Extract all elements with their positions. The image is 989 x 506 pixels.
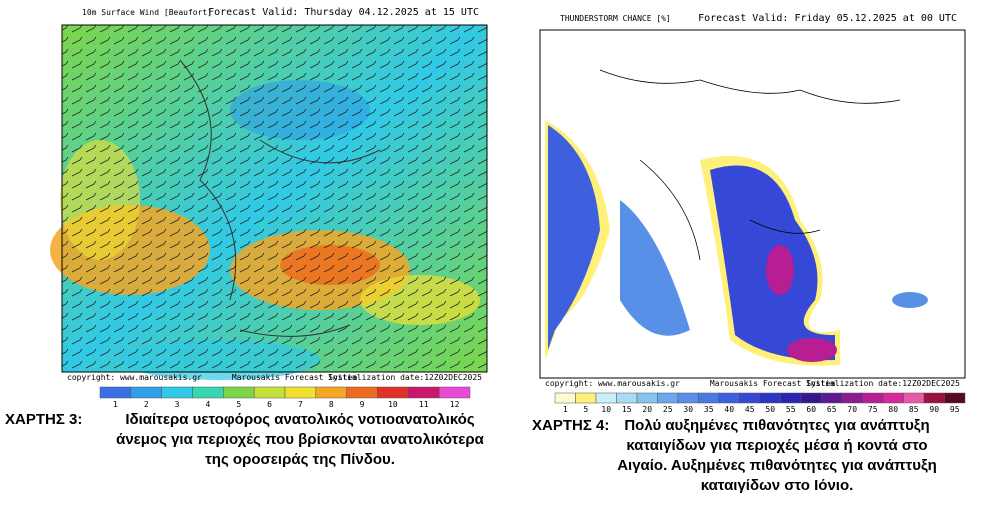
scale-label: 1 (113, 400, 118, 409)
scale-box (862, 392, 884, 404)
scale-box (739, 392, 761, 404)
map-title: 10m Surface Wind [Beaufort] (82, 8, 212, 17)
scale-label: 85 (909, 405, 919, 414)
scale-label: 75 (868, 405, 878, 414)
scale-label: 9 (360, 400, 365, 409)
caption-line: Πολύ αυξημένες πιθανότητες για ανάπτυξη (624, 417, 929, 434)
scale-label: 15 (622, 405, 632, 414)
scale-box (841, 392, 863, 404)
scale-label: 10 (601, 405, 611, 414)
scale-box (130, 386, 162, 399)
scale-label: 35 (704, 405, 714, 414)
scale-label: 1 (563, 405, 568, 414)
scale-box (821, 392, 843, 404)
caption-line: καταιγίδων για περιοχές μέσα ή κοντά στο (626, 437, 927, 454)
scale-label: 90 (929, 405, 939, 414)
map-title: THUNDERSTORM CHANCE [%] (560, 14, 671, 23)
scale-label: 95 (950, 405, 960, 414)
scale-box (636, 392, 658, 404)
scale-label: 8 (329, 400, 334, 409)
scale-label: 65 (827, 405, 837, 414)
forecast-valid: Forecast Valid: Thursday 04.12.2025 at 1… (208, 7, 479, 18)
system-name: Marousakis Forecast System (232, 373, 357, 382)
scale-box (923, 392, 945, 404)
caption-line: της οροσειράς της Πίνδου. (205, 451, 395, 468)
scale-label: 50 (765, 405, 775, 414)
scale-label: 45 (745, 405, 755, 414)
scale-box (657, 392, 679, 404)
scale-label: 12 (450, 400, 460, 409)
scale-label: 40 (724, 405, 734, 414)
scale-box (882, 392, 904, 404)
caption-line: καταιγίδων στο Ιόνιο. (701, 477, 854, 494)
scale-label: 6 (267, 400, 272, 409)
scale-label: 5 (236, 400, 241, 409)
caption-line: άνεμος για περιοχές που βρίσκονται ανατο… (116, 431, 485, 448)
scale-box (284, 386, 317, 399)
scale-box (161, 386, 193, 399)
scale-label: 7 (298, 400, 303, 409)
caption-label: ΧΑΡΤΗΣ 4: (532, 417, 609, 434)
scale-label: 80 (888, 405, 898, 414)
scale-box (780, 392, 802, 404)
scale-box (438, 386, 471, 399)
scale-label: 3 (175, 400, 180, 409)
scale-label: 2 (144, 400, 149, 409)
copyright: copyright: www.marousakis.gr (67, 373, 202, 382)
caption-line: Αιγαίο. Αυξημένες πιθανότητες για ανάπτυ… (617, 457, 937, 474)
scale-box (99, 386, 132, 399)
scale-box (223, 386, 255, 399)
scale-box (575, 392, 597, 404)
scale-label: 70 (847, 405, 857, 414)
system-name: Marousakis Forecast System (710, 379, 835, 388)
scale-box (616, 392, 638, 404)
thunderstorm-map (539, 29, 966, 379)
scale-box (595, 392, 617, 404)
scale-label: 10 (388, 400, 398, 409)
scale-label: 5 (583, 405, 588, 414)
scale-box (698, 392, 720, 404)
scale-box (944, 392, 966, 404)
caption-line: Ιδιαίτερα υετοφόρος ανατολικός νοτιοανατ… (125, 411, 474, 428)
scale-label: 25 (663, 405, 673, 414)
scale-box (903, 392, 925, 404)
init-date: Initialization date:12Z02DEC2025 (806, 379, 960, 388)
scale-label: 20 (642, 405, 652, 414)
init-date: Initialization date:12Z02DEC2025 (328, 373, 482, 382)
scale-label: 30 (683, 405, 693, 414)
scale-box (315, 386, 347, 399)
caption-label: ΧΑΡΤΗΣ 3: (5, 411, 82, 428)
scale-box (192, 386, 224, 399)
scale-label: 4 (206, 400, 211, 409)
scale-label: 60 (806, 405, 816, 414)
scale-box (554, 392, 576, 404)
scale-box (377, 386, 409, 399)
copyright: copyright: www.marousakis.gr (545, 379, 680, 388)
forecast-valid: Forecast Valid: Friday 05.12.2025 at 00 … (698, 13, 957, 24)
scale-label: 11 (419, 400, 429, 409)
scale-box (800, 392, 822, 404)
scale-box (677, 392, 699, 404)
wind-map (50, 24, 488, 380)
scale-box (408, 386, 440, 399)
scale-box (718, 392, 740, 404)
scale-label: 55 (786, 405, 796, 414)
scale-box (346, 386, 378, 399)
scale-box (253, 386, 286, 399)
scale-box (759, 392, 781, 404)
